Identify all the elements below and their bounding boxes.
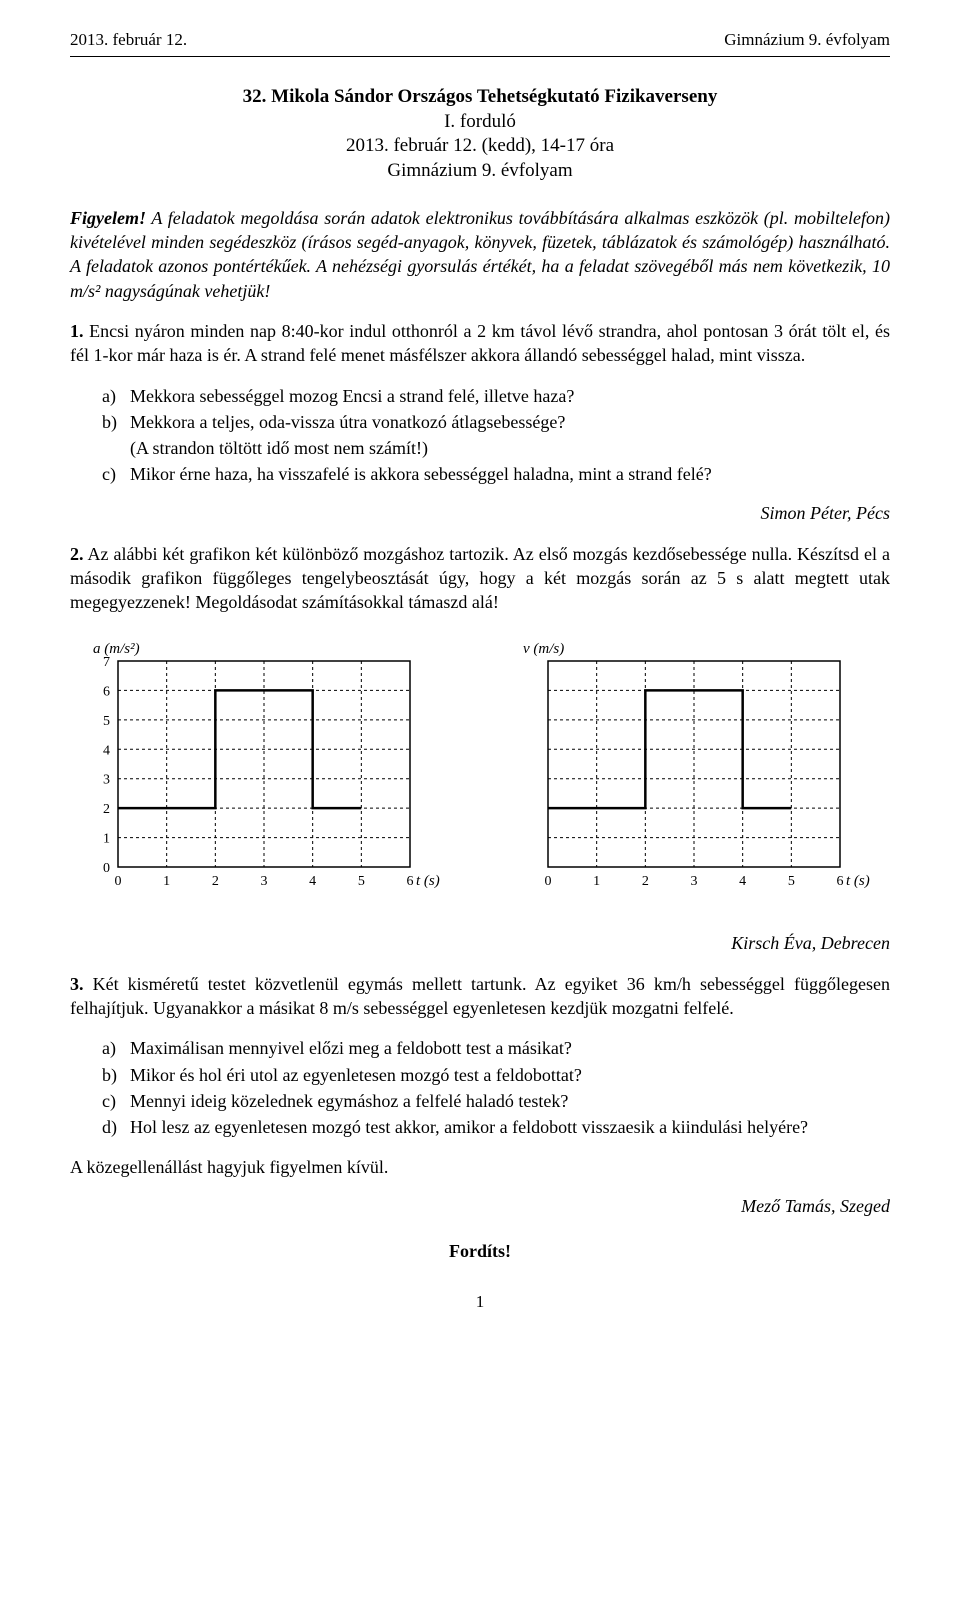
notice-lead: Figyelem! — [70, 208, 146, 228]
chart-2-svg: 0 1 2 3 4 5 6 v (m/s) t (s) — [500, 633, 880, 903]
sub-note: (A strandon töltött idő most nem számít!… — [130, 436, 890, 460]
svg-text:3: 3 — [261, 874, 268, 889]
problem-1-a: a) Mekkora sebességgel mozog Encsi a str… — [102, 384, 890, 408]
sub-text: Mekkora sebességgel mozog Encsi a strand… — [130, 384, 890, 408]
page: 2013. február 12. Gimnázium 9. évfolyam … — [0, 0, 960, 1352]
sub-text: Mekkora a teljes, oda-vissza útra vonatk… — [130, 410, 890, 434]
sub-letter: b) — [102, 1063, 130, 1087]
fordits: Fordíts! — [70, 1241, 890, 1262]
sub-text: Mikor és hol éri utol az egyenletesen mo… — [130, 1063, 890, 1087]
svg-text:7: 7 — [103, 655, 110, 670]
problem-3-b: b) Mikor és hol éri utol az egyenletesen… — [102, 1063, 890, 1087]
problem-3-number: 3. — [70, 974, 84, 994]
problem-2-author: Kirsch Éva, Debrecen — [70, 933, 890, 954]
charts-row: 0 1 2 3 4 5 6 0 1 2 3 4 5 6 7a (m/s²) t (s) 0 1 2 3 4 5 6 v (m… — [70, 633, 890, 903]
page-header: 2013. február 12. Gimnázium 9. évfolyam — [70, 30, 890, 50]
problem-2-number: 2. — [70, 544, 84, 564]
svg-text:v (m/s): v (m/s) — [523, 641, 564, 657]
svg-text:1: 1 — [103, 831, 110, 846]
problem-2-body: Az alábbi két grafikon két különböző moz… — [70, 544, 890, 613]
svg-text:4: 4 — [103, 743, 110, 758]
problem-3-intro: 3. Két kisméretű testet közvetlenül egym… — [70, 972, 890, 1021]
svg-text:a (m/s²): a (m/s²) — [93, 641, 140, 657]
chart-1-acceleration: 0 1 2 3 4 5 6 0 1 2 3 4 5 6 7a (m/s²) t (s) — [70, 633, 460, 903]
svg-text:0: 0 — [115, 874, 122, 889]
problem-3-a: a) Maximálisan mennyivel előzi meg a fel… — [102, 1036, 890, 1060]
problem-3-d: d) Hol lesz az egyenletesen mozgó test a… — [102, 1115, 890, 1139]
svg-text:5: 5 — [103, 713, 110, 728]
svg-text:t (s): t (s) — [416, 873, 440, 889]
svg-text:0: 0 — [103, 861, 110, 876]
header-class: Gimnázium 9. évfolyam — [724, 30, 890, 50]
problem-2-text: 2. Az alábbi két grafikon két különböző … — [70, 542, 890, 615]
notice-body: A feladatok megoldása során adatok elekt… — [70, 208, 890, 301]
svg-text:2: 2 — [103, 802, 110, 817]
problem-3-c: c) Mennyi ideig közelednek egymáshoz a f… — [102, 1089, 890, 1113]
header-rule — [70, 56, 890, 57]
problem-1-b: b) Mekkora a teljes, oda-vissza útra von… — [102, 410, 890, 434]
svg-text:5: 5 — [788, 874, 795, 889]
sub-text: Hol lesz az egyenletesen mozgó test akko… — [130, 1115, 890, 1139]
svg-text:1: 1 — [163, 874, 170, 889]
svg-text:2: 2 — [212, 874, 219, 889]
problem-3-outro: A közegellenállást hagyjuk figyelmen kív… — [70, 1155, 890, 1179]
header-date: 2013. február 12. — [70, 30, 187, 50]
chart-2-velocity: 0 1 2 3 4 5 6 v (m/s) t (s) — [500, 633, 890, 903]
notice-paragraph: Figyelem! A feladatok megoldása során ad… — [70, 206, 890, 303]
sub-text: Maximálisan mennyivel előzi meg a feldob… — [130, 1036, 890, 1060]
svg-text:0: 0 — [545, 874, 552, 889]
problem-3-author: Mező Tamás, Szeged — [70, 1196, 890, 1217]
problem-1-text: Encsi nyáron minden nap 8:40-kor indul o… — [70, 321, 890, 365]
chart-1-svg: 0 1 2 3 4 5 6 0 1 2 3 4 5 6 7a (m/s²) t (s) — [70, 633, 450, 903]
problem-1-author: Simon Péter, Pécs — [70, 503, 890, 524]
svg-text:1: 1 — [593, 874, 600, 889]
sub-letter — [102, 436, 130, 460]
svg-text:6: 6 — [407, 874, 414, 889]
sub-letter: d) — [102, 1115, 130, 1139]
sub-text: Mennyi ideig közelednek egymáshoz a felf… — [130, 1089, 890, 1113]
svg-text:6: 6 — [837, 874, 844, 889]
sub-text: Mikor érne haza, ha visszafelé is akkora… — [130, 462, 890, 486]
sub-letter: c) — [102, 462, 130, 486]
problem-1-intro: 1. Encsi nyáron minden nap 8:40-kor indu… — [70, 319, 890, 368]
problem-1-c: c) Mikor érne haza, ha visszafelé is akk… — [102, 462, 890, 486]
page-number: 1 — [70, 1292, 890, 1312]
svg-text:3: 3 — [103, 772, 110, 787]
problem-1-number: 1. — [70, 321, 84, 341]
svg-text:5: 5 — [358, 874, 365, 889]
svg-text:4: 4 — [739, 874, 746, 889]
problem-1-b-note: (A strandon töltött idő most nem számít!… — [102, 436, 890, 460]
sub-letter: a) — [102, 384, 130, 408]
title-date: 2013. február 12. (kedd), 14-17 óra — [70, 134, 890, 159]
title-class: Gimnázium 9. évfolyam — [70, 159, 890, 184]
sub-letter: a) — [102, 1036, 130, 1060]
sub-letter: b) — [102, 410, 130, 434]
title-round: I. forduló — [70, 110, 890, 135]
svg-text:6: 6 — [103, 684, 110, 699]
svg-text:4: 4 — [309, 874, 316, 889]
svg-text:2: 2 — [642, 874, 649, 889]
problem-3-text: Két kisméretű testet közvetlenül egymás … — [70, 974, 890, 1018]
title-main: 32. Mikola Sándor Országos Tehetségkutat… — [70, 85, 890, 110]
problem-3-subitems: a) Maximálisan mennyivel előzi meg a fel… — [102, 1036, 890, 1139]
problem-1-subitems: a) Mekkora sebességgel mozog Encsi a str… — [102, 384, 890, 487]
sub-letter: c) — [102, 1089, 130, 1113]
title-block: 32. Mikola Sándor Országos Tehetségkutat… — [70, 85, 890, 184]
svg-text:t (s): t (s) — [846, 873, 870, 889]
svg-text:3: 3 — [691, 874, 698, 889]
